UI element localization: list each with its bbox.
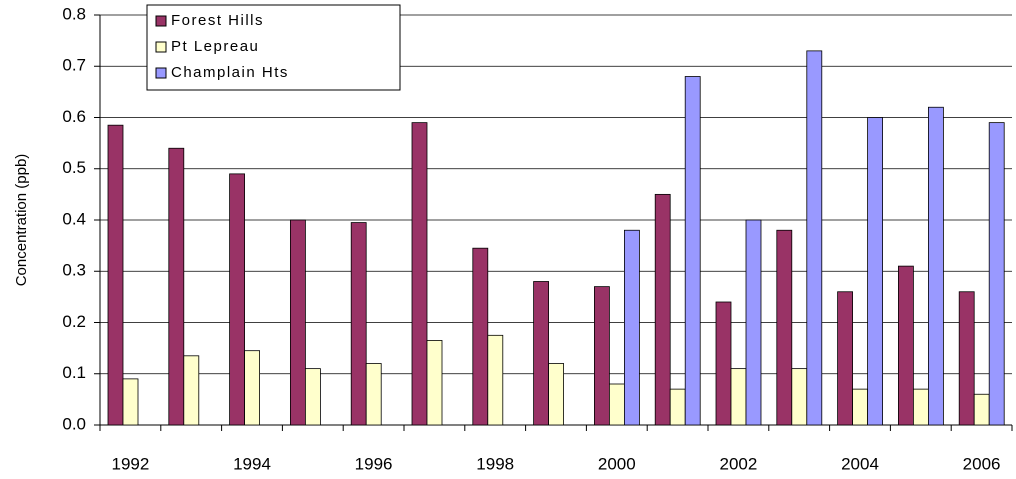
bar (183, 355, 200, 426)
bar (365, 363, 382, 426)
x-tick-label: 2000 (598, 454, 636, 473)
legend-swatch (155, 15, 167, 27)
x-tick-label: 1996 (355, 454, 393, 473)
bar (852, 388, 868, 426)
x-tick-label: 2006 (963, 454, 1001, 473)
y-tick-label: 0.0 (62, 414, 86, 433)
bar (533, 281, 549, 426)
legend-swatch (155, 67, 167, 79)
x-tick-label: 1994 (233, 454, 271, 473)
bar (289, 219, 306, 426)
legend-text: Champlain Hts (171, 64, 289, 81)
bar (654, 193, 671, 426)
y-tick-label: 0.2 (62, 312, 86, 331)
legend-box (146, 4, 401, 91)
y-tick-label: 0.7 (62, 56, 86, 75)
bar (244, 350, 261, 426)
bar (304, 368, 321, 426)
y-tick-label: 0.1 (62, 363, 86, 382)
bar (928, 106, 944, 426)
y-tick-label: 0.3 (62, 261, 86, 280)
bar (350, 222, 367, 426)
bar (806, 50, 823, 426)
bar (684, 76, 701, 426)
bar (669, 388, 686, 426)
bar (730, 368, 747, 426)
x-tick-label: 1998 (476, 454, 514, 473)
x-tick-label: 1992 (111, 454, 149, 473)
y-tick-label: 0.5 (62, 158, 86, 177)
legend-swatch (155, 41, 167, 53)
bar (122, 378, 139, 426)
bar (791, 368, 808, 426)
y-tick-label: 0.4 (62, 209, 86, 228)
bar (609, 383, 625, 426)
bar (168, 147, 185, 426)
bar (958, 291, 975, 426)
y-tick-label: 0.8 (62, 4, 86, 23)
bar (837, 291, 853, 426)
bar (411, 122, 428, 426)
legend-text: Forest Hills (171, 12, 264, 29)
x-tick-label: 2004 (841, 454, 879, 473)
bar (988, 122, 1005, 426)
bar (898, 265, 914, 426)
bar (776, 229, 793, 426)
bar (487, 334, 504, 426)
bar (472, 247, 489, 426)
bar (594, 286, 610, 426)
x-tick-label: 2002 (719, 454, 757, 473)
y-tick-label: 0.6 (62, 107, 86, 126)
bar (426, 340, 443, 426)
bar (715, 301, 732, 426)
bar (867, 117, 883, 426)
bar (229, 173, 246, 426)
bar (913, 388, 929, 426)
bar (973, 393, 990, 426)
bar (548, 363, 564, 426)
y-axis-title: Concentration (ppb) (13, 154, 30, 287)
bar (624, 229, 640, 426)
bar (107, 124, 124, 426)
legend-text: Pt Lepreau (171, 38, 259, 55)
bar (745, 219, 762, 426)
